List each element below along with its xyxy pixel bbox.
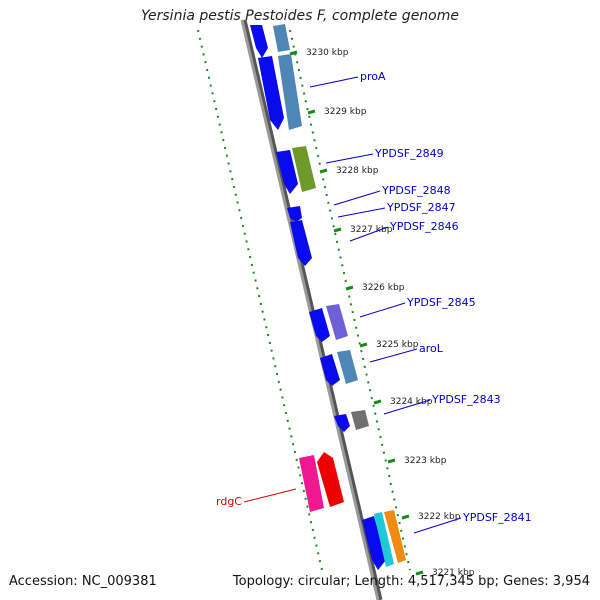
gene-bar-green <box>292 146 316 192</box>
gene-bar-blue <box>278 54 302 130</box>
ticks-layer: 3230 kbp 3229 kbp 3228 kbp 3227 kbp 3226 kbp… <box>289 48 475 578</box>
labels-layer: proA YPDSF_2849 YPDSF_2848 YPDSF_2847 YPDSF_… <box>216 70 532 534</box>
cds-arrow <box>290 220 312 266</box>
gene-bar-orange <box>384 510 406 563</box>
gene-label-leader <box>309 76 359 88</box>
gene-label-leader <box>369 348 418 363</box>
gene-label-leader <box>359 302 406 318</box>
map-title: Yersinia pestis Pestoides F, complete ge… <box>141 8 459 24</box>
cds-arrow <box>287 206 302 222</box>
tick-mark <box>333 227 342 233</box>
gene-label-leader <box>337 207 386 218</box>
gene-label-leader <box>413 517 462 534</box>
gene-label: YPDSF_2848 <box>381 184 451 197</box>
gene-bar-red <box>317 452 344 507</box>
gene-label: YPDSF_2843 <box>431 393 501 406</box>
cds-arrow <box>320 354 340 386</box>
tick-label: 3223 kbp <box>404 456 447 466</box>
tick-label: 3225 kbp <box>376 340 419 350</box>
gene-bar-gray <box>351 410 369 430</box>
tick-label: 3226 kbp <box>362 283 405 293</box>
tick-label: 3222 kbp <box>418 512 461 522</box>
tick-mark <box>345 285 354 291</box>
cds-arrow <box>362 516 386 570</box>
gene-label-leader <box>325 153 374 164</box>
tick-mark <box>387 458 396 464</box>
backbone <box>240 19 380 600</box>
gene-label-leader <box>383 399 431 415</box>
gene-label: aroL <box>419 342 444 355</box>
outer-dotted-track <box>197 29 323 571</box>
tick-mark <box>401 514 410 520</box>
genes-layer <box>250 24 406 570</box>
gene-label: YPDSF_2847 <box>386 201 456 214</box>
topology-summary: Topology: circular; Length: 4,517,345 bp… <box>232 574 590 589</box>
backbone-shadow <box>241 19 383 600</box>
tick-mark <box>415 570 424 576</box>
gene-label: YPDSF_2849 <box>374 147 444 160</box>
gene-bar-pink <box>299 455 324 512</box>
tick-mark <box>359 342 368 348</box>
gene-label-leader <box>349 226 389 242</box>
gene-bar-cyan <box>374 512 394 567</box>
tick-mark <box>319 168 328 174</box>
gene-label: proA <box>360 70 386 83</box>
tick-label: 3228 kbp <box>336 166 379 176</box>
tick-mark <box>289 50 298 56</box>
tick-label: 3229 kbp <box>324 107 367 117</box>
gene-label: YPDSF_2845 <box>406 296 476 309</box>
tick-label: 3221 kbp <box>432 568 475 578</box>
gene-label-leader <box>243 488 297 503</box>
tick-mark <box>307 109 316 115</box>
cds-arrow <box>250 25 268 58</box>
tick-label: 3230 kbp <box>306 48 349 58</box>
tick-mark <box>373 399 382 405</box>
gene-label: YPDSF_2841 <box>462 511 532 524</box>
cds-arrow <box>309 308 330 342</box>
gene-bar-purple <box>326 304 348 340</box>
tick-label: 3224 kbp <box>390 397 433 407</box>
gene-bar-blue <box>273 24 290 52</box>
gene-label: rdgC <box>216 495 242 508</box>
tick-label: 3227 kbp <box>350 225 393 235</box>
gene-label: YPDSF_2846 <box>389 220 459 233</box>
cds-arrow <box>258 56 284 130</box>
cds-arrow <box>276 150 298 194</box>
accession-text: Accession: NC_009381 <box>9 574 157 589</box>
gene-label-leader <box>333 190 381 206</box>
cds-arrow <box>334 414 350 432</box>
gene-bar-blue <box>337 350 358 384</box>
